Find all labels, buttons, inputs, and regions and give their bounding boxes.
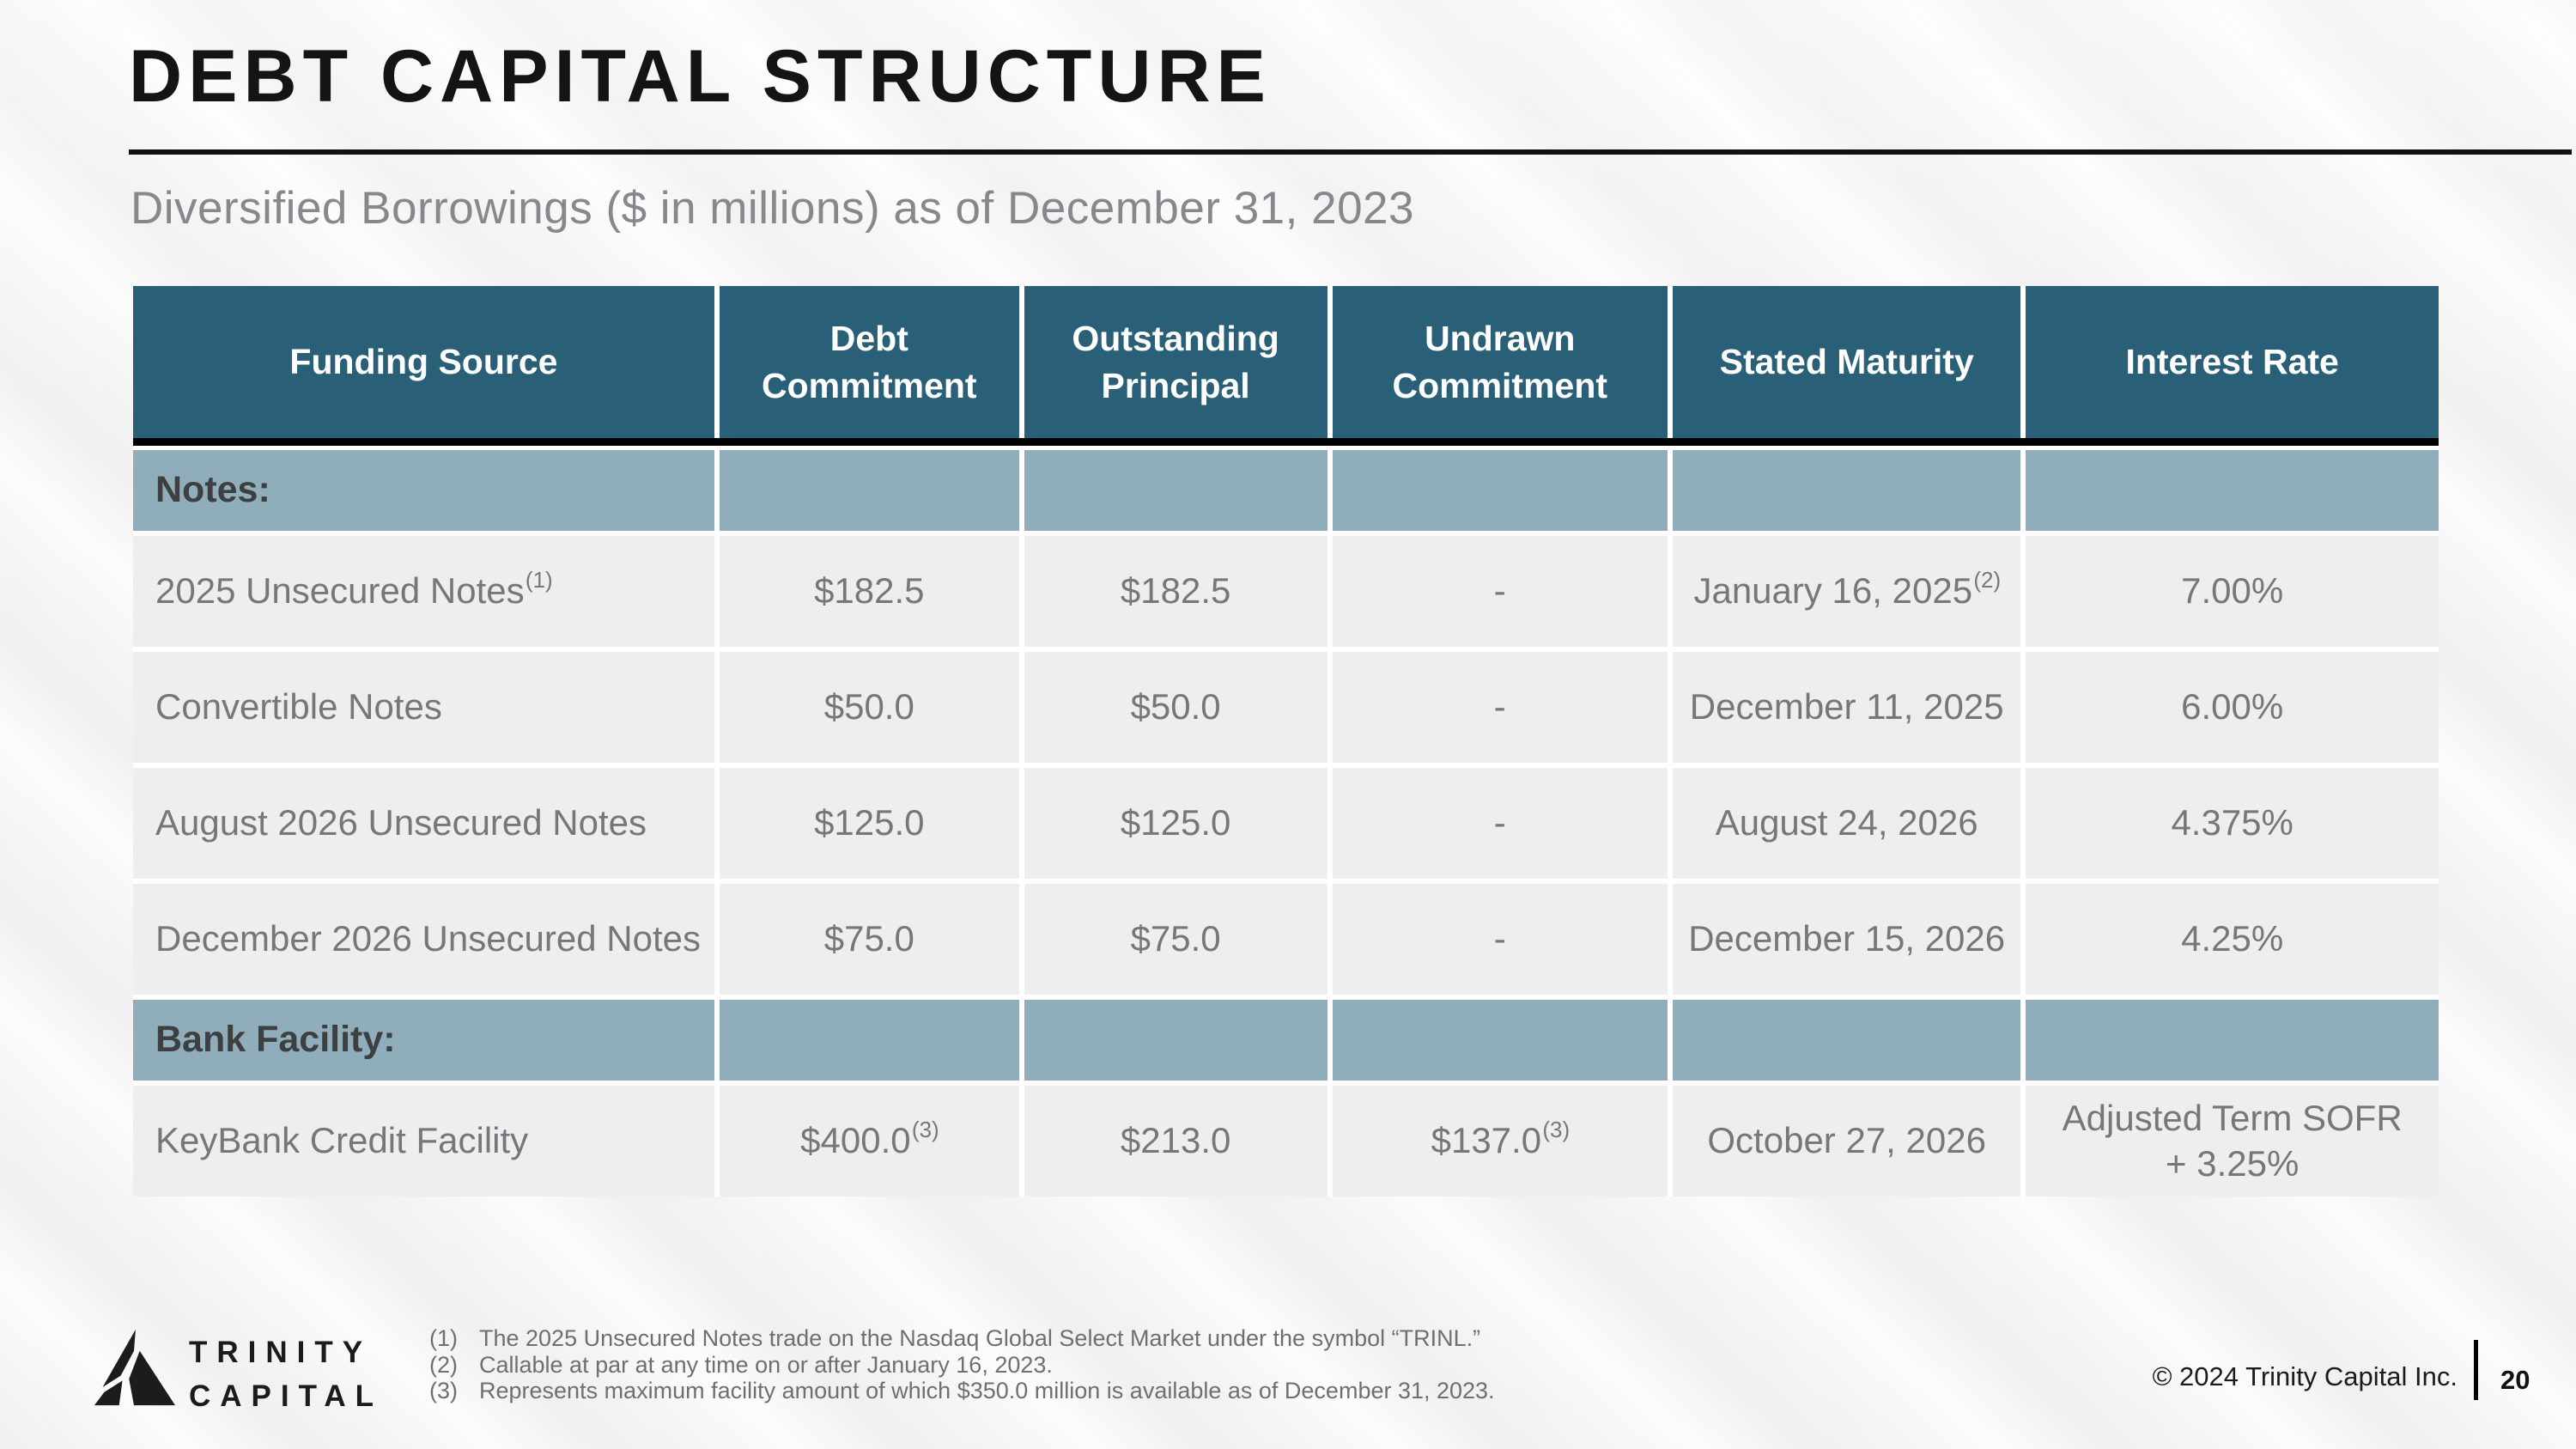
section-row-notes: Notes: xyxy=(133,450,2439,531)
page-number: 20 xyxy=(2500,1365,2530,1395)
page-number-divider xyxy=(2474,1340,2478,1400)
column-header-stated-maturity: Stated Maturity xyxy=(1673,286,2021,438)
section-empty-cell xyxy=(1024,1000,1327,1081)
logo-line-trinity: TRINITY xyxy=(189,1336,373,1369)
cell-stated-maturity: January 16, 2025 (2) xyxy=(1673,536,2021,647)
logo-line-capital: CAPITAL xyxy=(189,1379,384,1413)
footnote-3: (3) Represents maximum facility amount o… xyxy=(429,1378,1495,1404)
table-row-2025-unsecured-notes: 2025 Unsecured Notes (1) $182.5 $182.5 - … xyxy=(133,536,2439,647)
footnote-text: Represents maximum facility amount of wh… xyxy=(479,1378,1495,1403)
table-row-august-2026-unsecured-notes: August 2026 Unsecured Notes $125.0 $125.… xyxy=(133,768,2439,879)
column-header-outstanding-principal: Outstanding Principal xyxy=(1024,286,1327,438)
undrawn-text: $137.0 xyxy=(1431,1120,1542,1161)
cell-outstanding-principal: $182.5 xyxy=(1024,536,1327,647)
maturity-text: January 16, 2025 xyxy=(1693,570,1973,612)
copyright-text: © 2024 Trinity Capital Inc. xyxy=(2152,1361,2458,1391)
section-empty-cell xyxy=(1332,1000,1668,1081)
column-header-interest-rate: Interest Rate xyxy=(2026,286,2439,438)
cell-funding-source: August 2026 Unsecured Notes xyxy=(133,768,714,879)
page-title: DEBT CAPITAL STRUCTURE xyxy=(129,35,1272,118)
cell-stated-maturity: December 11, 2025 xyxy=(1673,652,2021,763)
section-empty-cell xyxy=(719,450,1019,531)
section-empty-cell xyxy=(2026,1000,2439,1081)
cell-outstanding-principal: $213.0 xyxy=(1024,1086,1327,1196)
trinity-logo xyxy=(93,1328,175,1411)
footnote-number: (2) xyxy=(429,1351,458,1378)
table-row-convertible-notes: Convertible Notes $50.0 $50.0 - December… xyxy=(133,652,2439,763)
cell-undrawn-commitment: - xyxy=(1332,536,1668,647)
title-divider xyxy=(129,149,2572,155)
section-label: Bank Facility: xyxy=(133,1000,714,1081)
cell-undrawn-commitment: $137.0 (3) xyxy=(1332,1086,1668,1196)
cell-debt-commitment: $75.0 xyxy=(719,884,1019,995)
footnote-number: (1) xyxy=(429,1325,458,1351)
cell-funding-source: Convertible Notes xyxy=(133,652,714,763)
table-header-row: Funding Source Debt Commitment Outstandi… xyxy=(133,286,2439,438)
cell-interest-rate: 7.00% xyxy=(2026,536,2439,647)
cell-debt-commitment: $125.0 xyxy=(719,768,1019,879)
cell-interest-rate: Adjusted Term SOFR + 3.25% xyxy=(2026,1086,2439,1196)
cell-stated-maturity: August 24, 2026 xyxy=(1673,768,2021,879)
header-bottom-border xyxy=(133,438,2439,446)
section-row-bank-facility: Bank Facility: xyxy=(133,1000,2439,1081)
cell-funding-source: December 2026 Unsecured Notes xyxy=(133,884,714,995)
footnote-text: The 2025 Unsecured Notes trade on the Na… xyxy=(479,1325,1481,1351)
cell-funding-source: 2025 Unsecured Notes (1) xyxy=(133,536,714,647)
footnote-1: (1) The 2025 Unsecured Notes trade on th… xyxy=(429,1325,1495,1352)
column-header-funding-source: Funding Source xyxy=(133,286,714,438)
footnote-2: (2) Callable at par at any time on or af… xyxy=(429,1352,1495,1379)
column-header-debt-commitment: Debt Commitment xyxy=(719,286,1019,438)
trinity-logo-wordmark: TRINITY CAPITAL xyxy=(189,1330,383,1418)
fractured-triangle-icon xyxy=(94,1329,175,1406)
section-empty-cell xyxy=(1024,450,1327,531)
debt-capital-table: Funding Source Debt Commitment Outstandi… xyxy=(133,286,2439,1196)
section-empty-cell xyxy=(1673,450,2021,531)
column-header-undrawn-commitment: Undrawn Commitment xyxy=(1332,286,1668,438)
cell-outstanding-principal: $75.0 xyxy=(1024,884,1327,995)
section-empty-cell xyxy=(719,1000,1019,1081)
cell-debt-commitment: $400.0 (3) xyxy=(719,1086,1019,1196)
cell-interest-rate: 4.25% xyxy=(2026,884,2439,995)
cell-interest-rate: 6.00% xyxy=(2026,652,2439,763)
cell-debt-commitment: $182.5 xyxy=(719,536,1019,647)
footnote-text: Callable at par at any time on or after … xyxy=(479,1351,1053,1378)
cell-debt-commitment: $50.0 xyxy=(719,652,1019,763)
section-label: Notes: xyxy=(133,450,714,531)
cell-stated-maturity: December 15, 2026 xyxy=(1673,884,2021,995)
table-row-december-2026-unsecured-notes: December 2026 Unsecured Notes $75.0 $75.… xyxy=(133,884,2439,995)
subtitle: Diversified Borrowings ($ in millions) a… xyxy=(131,183,1414,234)
debt-text: $400.0 xyxy=(800,1120,911,1161)
cell-outstanding-principal: $50.0 xyxy=(1024,652,1327,763)
cell-undrawn-commitment: - xyxy=(1332,884,1668,995)
section-empty-cell xyxy=(1332,450,1668,531)
section-empty-cell xyxy=(2026,450,2439,531)
cell-funding-source: KeyBank Credit Facility xyxy=(133,1086,714,1196)
cell-undrawn-commitment: - xyxy=(1332,652,1668,763)
section-empty-cell xyxy=(1673,1000,2021,1081)
cell-stated-maturity: October 27, 2026 xyxy=(1673,1086,2021,1196)
cell-outstanding-principal: $125.0 xyxy=(1024,768,1327,879)
cell-undrawn-commitment: - xyxy=(1332,768,1668,879)
table-row-keybank-credit-facility: KeyBank Credit Facility $400.0 (3) $213.0… xyxy=(133,1086,2439,1196)
funding-text: 2025 Unsecured Notes xyxy=(155,570,525,612)
footnote-number: (3) xyxy=(429,1378,458,1403)
cell-interest-rate: 4.375% xyxy=(2026,768,2439,879)
footnotes: (1) The 2025 Unsecured Notes trade on th… xyxy=(429,1325,1495,1404)
